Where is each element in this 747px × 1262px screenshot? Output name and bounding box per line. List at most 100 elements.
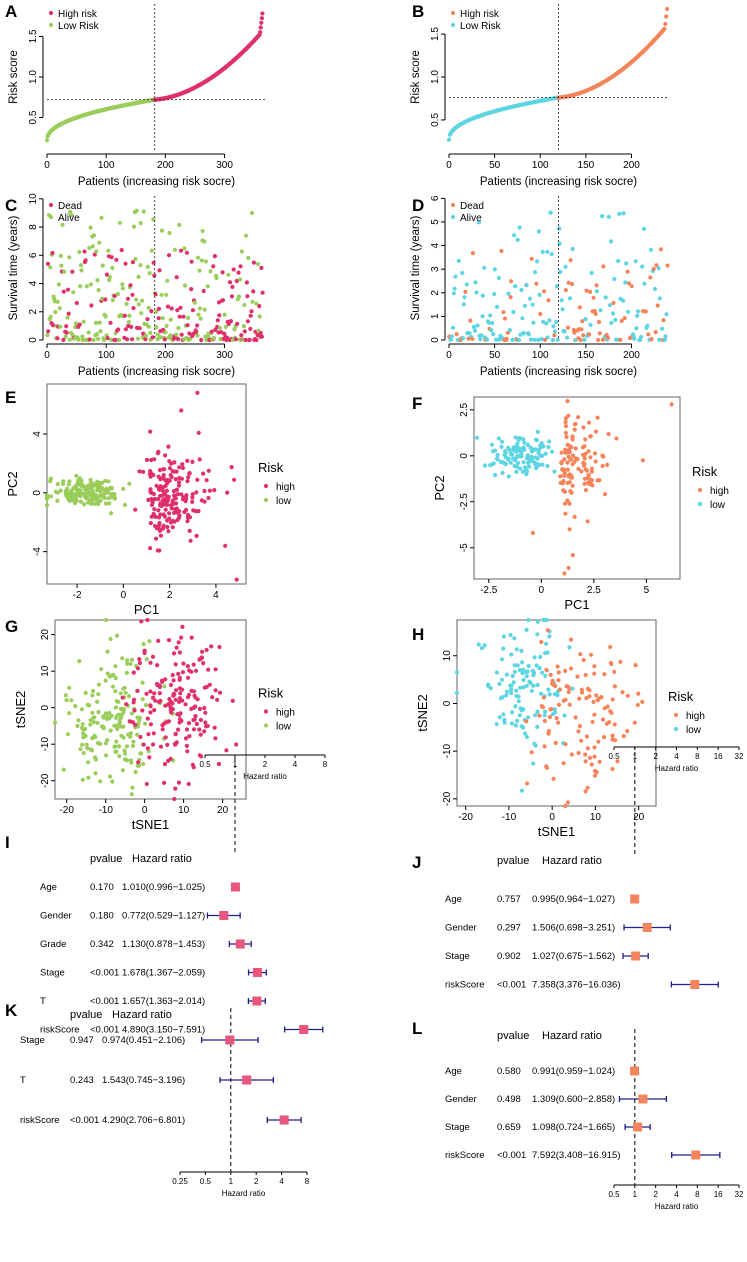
cluster-point	[99, 667, 104, 672]
hr-box	[252, 996, 262, 1006]
cluster-point	[130, 785, 135, 790]
survival-point	[117, 220, 122, 225]
cluster-point	[96, 682, 102, 687]
survival-point	[145, 317, 150, 322]
cluster-point	[558, 474, 563, 479]
x-tick-label: -20	[59, 805, 74, 816]
cluster-point	[511, 680, 516, 685]
cluster-point	[198, 717, 203, 723]
cluster-point	[529, 458, 535, 463]
survival-point	[190, 308, 196, 313]
forest-row-name: Stage	[445, 1122, 470, 1133]
survival-point	[450, 325, 456, 330]
cluster-point	[67, 711, 72, 716]
cluster-point	[486, 682, 491, 687]
cluster-point	[135, 666, 141, 671]
cluster-point	[172, 692, 177, 697]
survival-point	[187, 331, 192, 336]
cluster-point	[165, 524, 170, 530]
survival-point	[226, 272, 231, 277]
survival-point	[508, 295, 513, 300]
survival-point	[67, 337, 72, 342]
survival-point	[645, 323, 650, 328]
cluster-point	[72, 498, 77, 503]
cluster-point	[210, 695, 215, 700]
survival-point	[511, 233, 517, 238]
cluster-point	[85, 746, 90, 751]
survival-point	[492, 291, 497, 297]
survival-point	[97, 320, 102, 325]
forest-row-name: Age	[445, 1066, 462, 1077]
survival-point	[106, 248, 111, 253]
risk-point	[259, 20, 264, 25]
cluster-point	[103, 678, 108, 683]
cluster-point	[172, 460, 177, 465]
forest-x-tick-label: 2	[254, 1177, 259, 1186]
cluster-point	[169, 710, 174, 715]
cluster-point	[103, 501, 108, 506]
survival-point	[110, 298, 115, 303]
cluster-point	[170, 500, 175, 505]
survival-point	[182, 246, 187, 251]
cluster-point	[183, 702, 188, 707]
survival-point	[165, 304, 171, 309]
cluster-point	[556, 720, 561, 725]
cluster-point	[176, 640, 181, 645]
plot-frame	[54, 619, 247, 800]
cluster-point	[44, 503, 50, 508]
cluster-point	[81, 750, 86, 756]
survival-point	[177, 222, 182, 227]
cluster-point	[98, 489, 103, 494]
cluster-point	[212, 488, 217, 493]
survival-point	[149, 248, 154, 253]
survival-point	[90, 244, 95, 249]
survival-point	[521, 331, 526, 336]
y-tick-label: 2	[28, 309, 39, 315]
y-axis-title: tSNE2	[415, 694, 430, 732]
cluster-point	[596, 696, 602, 701]
survival-point	[652, 286, 658, 292]
survival-point	[134, 208, 139, 213]
forest-x-tick-label: 2	[653, 1190, 658, 1199]
x-tick-label: 200	[623, 160, 640, 171]
survival-point	[179, 332, 184, 337]
legend-marker-alive	[450, 214, 456, 220]
survival-point	[205, 284, 210, 289]
cluster-point	[202, 488, 207, 494]
cluster-point	[583, 467, 588, 472]
cluster-point	[92, 494, 97, 499]
cluster-point	[520, 660, 525, 665]
cluster-point	[633, 663, 638, 668]
x-tick-label: 2.5	[587, 585, 601, 596]
survival-point	[220, 270, 225, 275]
hr-box	[219, 911, 229, 920]
survival-point	[657, 296, 663, 301]
panel-label-A: A	[5, 2, 17, 21]
survival-point	[222, 312, 227, 317]
survival-point	[563, 264, 568, 269]
survival-point	[45, 333, 50, 338]
cluster-point	[595, 415, 600, 420]
cluster-point	[543, 673, 548, 678]
survival-point	[150, 335, 155, 340]
cluster-point	[582, 481, 587, 486]
forest-row-pvalue: 0.243	[70, 1075, 94, 1086]
survival-point	[123, 327, 128, 332]
survival-point	[608, 239, 614, 244]
forest-row-hr: 4.890(3.150−7.591)	[122, 1025, 205, 1036]
cluster-point	[81, 731, 86, 736]
cluster-point	[113, 744, 118, 749]
legend-label-high: high	[710, 486, 729, 497]
survival-point	[233, 337, 238, 342]
cluster-point	[179, 408, 184, 413]
survival-point	[103, 297, 108, 302]
cluster-point	[497, 681, 502, 687]
y-tick-label: -20	[442, 791, 453, 806]
hr-box	[690, 980, 700, 989]
cluster-point	[555, 664, 560, 669]
y-axis-title: Survival time (years)	[8, 215, 20, 320]
cluster-point	[70, 491, 75, 496]
cluster-point	[593, 459, 598, 464]
cluster-point	[535, 682, 540, 688]
survival-point	[499, 248, 504, 254]
